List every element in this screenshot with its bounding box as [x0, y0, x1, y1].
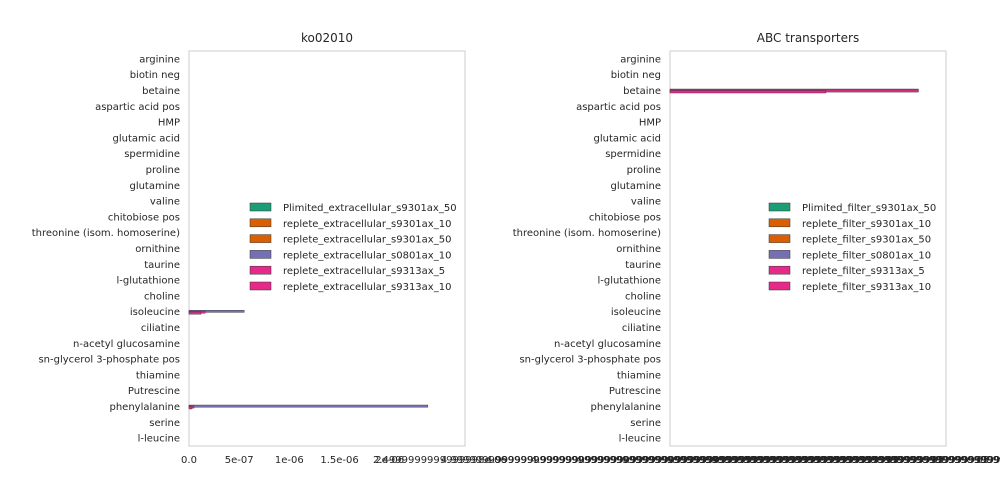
chart-title: ABC transporters — [757, 31, 859, 45]
y-tick-label-phenylalanine: phenylalanine — [109, 402, 180, 413]
y-tick-label-arginine: arginine — [620, 54, 661, 65]
bar-replete-extracellular-s0801ax-10-phenylalanine — [188, 404, 429, 408]
y-tick-label-ciliatine: ciliatine — [622, 323, 661, 334]
legend-label-replete-extracellular-s9301ax-10: replete_extracellular_s9301ax_10 — [283, 219, 451, 230]
y-tick-label-l-leucine: l-leucine — [619, 434, 661, 445]
y-tick-label-proline: proline — [627, 165, 661, 176]
legend-label-replete-filter-s9313ax-10: replete_filter_s9313ax_10 — [802, 282, 931, 293]
legend-label-replete-filter-s0801ax-10: replete_filter_s0801ax_10 — [802, 250, 931, 261]
legend-label-plimited-filter-s9301ax-50: Plimited_filter_s9301ax_50 — [802, 203, 936, 214]
y-tick-label-isoleucine: isoleucine — [130, 307, 180, 318]
axes-frame — [188, 50, 466, 447]
legend-swatch-plimited-filter-s9301ax-50 — [768, 202, 791, 212]
x-tick-label: 5e-07 — [225, 455, 254, 466]
y-tick-label-valine: valine — [631, 197, 661, 208]
x-tick-label: 4.99999999999999999999999999999999999999… — [711, 455, 1000, 466]
axes-frame — [669, 50, 947, 447]
y-tick-label-glutamic-acid: glutamic acid — [594, 133, 661, 144]
y-tick-label-hmp: HMP — [158, 118, 180, 129]
y-tick-label-thiamine: thiamine — [136, 370, 180, 381]
y-tick-label-valine: valine — [150, 197, 180, 208]
x-tick-label: 1.5e-06 — [320, 455, 358, 466]
y-tick-label-threonine-isom-homoserine: threonine (isom. homoserine) — [513, 228, 661, 239]
legend-label-replete-extracellular-s0801ax-10: replete_extracellular_s0801ax_10 — [283, 250, 451, 261]
y-tick-label-putrescine: Putrescine — [609, 386, 661, 397]
x-tick-label: 4.99999999999999999999999999999999999999… — [621, 455, 1000, 466]
legend-swatch-replete-extracellular-s9301ax-10 — [249, 218, 272, 228]
y-tick-label-glutamine: glutamine — [610, 181, 661, 192]
y-tick-label-serine: serine — [630, 418, 661, 429]
y-tick-label-isoleucine: isoleucine — [611, 307, 661, 318]
legend-swatch-replete-filter-s0801ax-10 — [768, 250, 791, 259]
panel-abc-transporters: ABC transporters arginine biotin neg betain… — [441, 31, 1000, 466]
y-tick-label-serine: serine — [149, 418, 180, 429]
y-tick-label-taurine: taurine — [144, 260, 180, 271]
panel-ko02010: ko02010 arginine biotin neg betaine aspartic… — [32, 31, 507, 466]
y-tick-label-hmp: HMP — [639, 118, 661, 129]
legend-swatch-replete-extracellular-s0801ax-10 — [249, 250, 272, 259]
x-tick-label: 4.99999999999999999999999999999999999999… — [441, 455, 899, 466]
y-tick-label-putrescine: Putrescine — [128, 386, 180, 397]
legend-swatch-replete-extracellular-s9301ax-50 — [249, 234, 272, 243]
y-tick-label-aspartic-acid-pos: aspartic acid pos — [95, 102, 180, 113]
legend-swatch-replete-extracellular-s9313ax-5 — [249, 265, 272, 275]
legend-label-replete-extracellular-s9313ax-10: replete_extracellular_s9313ax_10 — [283, 282, 451, 293]
y-tick-label-l-glutathione: l-glutathione — [116, 276, 180, 287]
y-tick-label-glutamine: glutamine — [129, 181, 180, 192]
y-tick-label-biotin-neg: biotin neg — [130, 70, 180, 81]
legend-label-plimited-extracellular-s9301ax-50: Plimited_extracellular_s9301ax_50 — [283, 203, 457, 214]
y-tick-label-ornithine: ornithine — [135, 244, 180, 255]
x-tick-label: 2e-06 — [375, 455, 404, 466]
legend-label-replete-extracellular-s9301ax-50: replete_extracellular_s9301ax_50 — [283, 235, 451, 246]
legend-swatch-replete-filter-s9313ax-5 — [768, 265, 791, 275]
y-tick-label-l-glutathione: l-glutathione — [597, 276, 661, 287]
y-tick-label-betaine: betaine — [623, 86, 661, 97]
x-tick-label: 4.99999999999999999999999999999999999999… — [531, 455, 989, 466]
y-tick-label-n-acetyl-glucosamine: n-acetyl glucosamine — [554, 339, 661, 350]
y-tick-label-chitobiose-pos: chitobiose pos — [108, 212, 180, 223]
y-tick-label-sn-glycerol-3-phosphate-pos: sn-glycerol 3-phosphate pos — [519, 355, 661, 366]
bar-replete-filter-s9313ax-10-betaine — [669, 90, 827, 94]
y-tick-label-arginine: arginine — [139, 54, 180, 65]
x-tick-label: 4.99999999999999999999999999999999999999… — [486, 455, 944, 466]
legend-label-replete-filter-s9301ax-10: replete_filter_s9301ax_10 — [802, 219, 931, 230]
y-tick-label-threonine-isom-homoserine: threonine (isom. homoserine) — [32, 228, 180, 239]
x-tick-label: 4.99999999999999999999999999999999999999… — [576, 455, 1000, 466]
legend-swatch-plimited-extracellular-s9301ax-50 — [249, 202, 272, 212]
legend-swatch-replete-extracellular-s9313ax-10 — [249, 281, 272, 291]
y-tick-label-ciliatine: ciliatine — [141, 323, 180, 334]
y-tick-label-chitobiose-pos: chitobiose pos — [589, 212, 661, 223]
x-tick-label: 4.99999999999999999999999999999999999999… — [666, 455, 1000, 466]
y-tick-label-l-leucine: l-leucine — [138, 434, 180, 445]
legend-label-replete-extracellular-s9313ax-5: replete_extracellular_s9313ax_5 — [283, 266, 445, 277]
y-tick-label-thiamine: thiamine — [617, 370, 661, 381]
legend-label-replete-filter-s9313ax-5: replete_filter_s9313ax_5 — [802, 266, 925, 277]
bar-replete-extracellular-s9313ax-10-isoleucine — [188, 311, 202, 315]
y-tick-label-choline: choline — [144, 291, 180, 302]
chart-title: ko02010 — [301, 31, 353, 45]
y-tick-label-sn-glycerol-3-phosphate-pos: sn-glycerol 3-phosphate pos — [38, 355, 180, 366]
y-tick-label-spermidine: spermidine — [124, 149, 180, 160]
legend-label-replete-filter-s9301ax-50: replete_filter_s9301ax_50 — [802, 235, 931, 246]
y-tick-label-ornithine: ornithine — [616, 244, 661, 255]
bar-replete-extracellular-s9313ax-10-phenylalanine — [188, 406, 193, 410]
y-tick-label-aspartic-acid-pos: aspartic acid pos — [576, 102, 661, 113]
y-tick-label-choline: choline — [625, 291, 661, 302]
y-tick-label-spermidine: spermidine — [605, 149, 661, 160]
x-tick-label: 2.4999999999999998e-06 — [373, 455, 507, 466]
legend-swatch-replete-filter-s9301ax-10 — [768, 218, 791, 228]
y-tick-label-phenylalanine: phenylalanine — [590, 402, 661, 413]
x-tick-label: 0.0 — [181, 455, 197, 466]
legend-swatch-replete-filter-s9313ax-10 — [768, 281, 791, 291]
y-tick-label-proline: proline — [146, 165, 180, 176]
x-tick-label: 1e-06 — [275, 455, 304, 466]
y-tick-label-n-acetyl-glucosamine: n-acetyl glucosamine — [73, 339, 180, 350]
y-tick-label-taurine: taurine — [625, 260, 661, 271]
y-tick-label-glutamic-acid: glutamic acid — [113, 133, 180, 144]
legend-swatch-replete-filter-s9301ax-50 — [768, 234, 791, 243]
y-tick-label-betaine: betaine — [142, 86, 180, 97]
y-tick-label-biotin-neg: biotin neg — [611, 70, 661, 81]
